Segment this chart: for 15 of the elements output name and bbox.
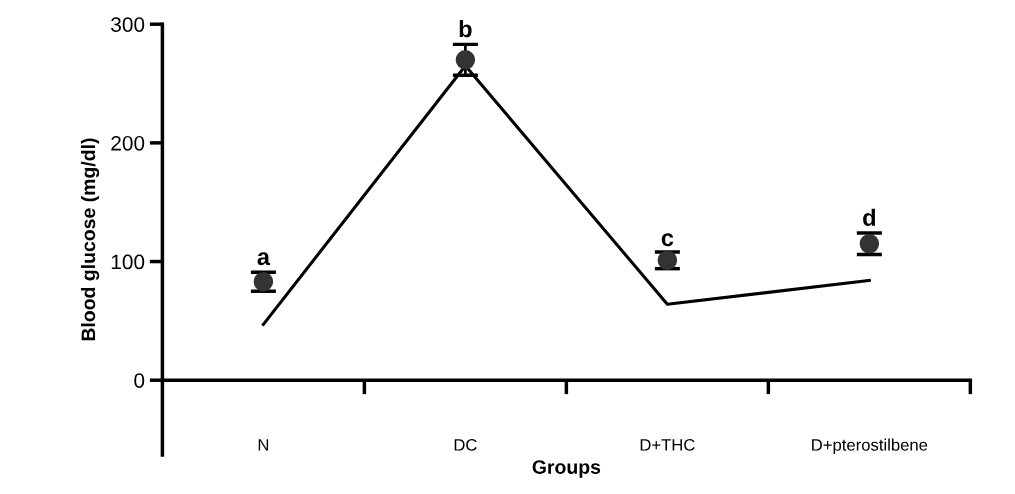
y-tick-label: 300: [111, 17, 145, 32]
x-tick-label: D+pterostilbene: [812, 438, 928, 455]
annotation: b: [459, 20, 472, 38]
y-axis-title: Blood glucose (mg/dl): [80, 138, 100, 341]
x-tick-label: N: [258, 439, 269, 451]
x-tick-label: DC: [454, 438, 477, 451]
x-axis-title: Groups: [532, 460, 601, 478]
y-tick-label: 100: [111, 254, 145, 270]
y-tick-label: 200: [111, 135, 145, 151]
annotation: c: [661, 233, 674, 247]
y-tick-label: 0: [134, 373, 145, 388]
annotation: a: [257, 252, 271, 266]
annotation: d: [863, 208, 876, 227]
point: [455, 50, 476, 70]
x-tick-label: D+THC: [640, 438, 695, 451]
